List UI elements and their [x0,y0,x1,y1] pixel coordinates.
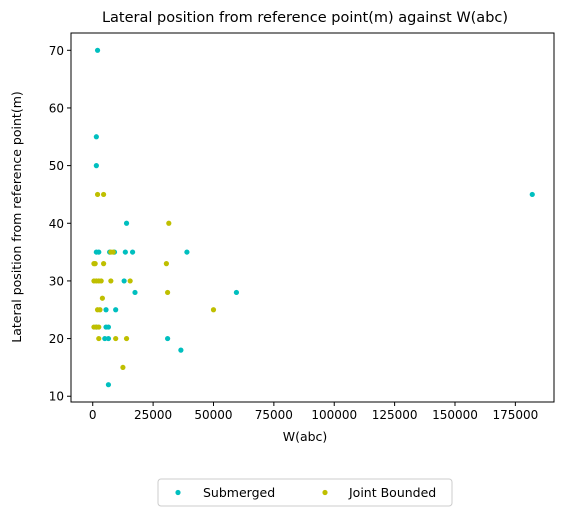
point-joint-bounded [94,191,101,198]
y-tick-label: 20 [49,332,64,346]
point-submerged [103,307,109,313]
x-tick-label: 25000 [134,408,172,422]
point-joint-bounded [98,278,104,284]
point-submerged [93,163,99,169]
point-submerged [178,347,184,353]
point-joint-bounded [165,289,171,296]
y-tick-label: 10 [49,390,64,404]
point-submerged [113,307,119,313]
y-tick-label: 70 [49,44,64,58]
y-tick-label: 60 [49,101,64,115]
point-joint-bounded [99,295,105,301]
point-joint-bounded [120,364,126,371]
point-submerged [233,289,240,296]
point-submerged [184,249,190,255]
x-axis-ticks: 0 25000 50000 75000 100000 125000 150000 175000 [89,402,538,422]
x-axis-label: W(abc) [283,429,328,444]
point-submerged [122,249,128,255]
y-tick-label: 40 [49,217,64,231]
x-tick-label: 175000 [492,408,538,422]
x-tick-label: 50000 [194,408,232,422]
point-submerged [93,134,99,140]
point-joint-bounded [101,191,107,198]
legend-label-joint-bounded: Joint Bounded [348,485,436,500]
legend-label-submerged: Submerged [203,485,275,500]
point-joint-bounded [210,307,217,313]
point-joint-bounded [96,324,102,330]
legend: Submerged Joint Bounded [157,478,453,507]
y-tick-label: 30 [49,274,64,288]
legend-marker-joint-bounded [322,489,328,496]
point-joint-bounded [101,261,107,267]
x-tick-label: 125000 [372,408,418,422]
point-submerged [123,220,130,226]
point-joint-bounded [110,249,116,255]
point-submerged [96,249,102,255]
legend-marker-submerged [175,489,181,496]
point-submerged [102,335,108,342]
point-joint-bounded [166,220,172,226]
chart-title: Lateral position from reference point(m)… [102,10,508,26]
point-joint-bounded [123,335,130,342]
point-submerged [529,191,535,198]
plot-area [70,32,555,403]
point-submerged [121,278,127,284]
point-submerged [105,324,112,330]
point-submerged [129,249,136,255]
point-submerged [105,335,112,342]
point-joint-bounded [127,278,133,284]
y-axis-label: Lateral position from reference point(m) [9,91,24,342]
point-joint-bounded [92,261,98,267]
plot-frame [70,32,555,403]
point-joint-bounded [163,261,169,267]
point-submerged [165,335,171,342]
x-tick-label: 150000 [432,408,478,422]
point-joint-bounded [97,307,103,313]
point-joint-bounded [113,335,119,342]
y-tick-label: 50 [49,159,64,173]
x-tick-label: 0 [89,408,97,422]
x-tick-label: 75000 [255,408,293,422]
point-submerged [94,47,101,53]
point-submerged [132,289,138,296]
y-axis-ticks: 10 20 30 40 50 60 70 [49,44,71,404]
point-submerged [105,382,112,388]
point-joint-bounded [108,278,114,284]
point-joint-bounded [96,335,102,342]
legend-box [157,478,453,507]
x-tick-label: 100000 [311,408,357,422]
data-points [91,47,535,388]
